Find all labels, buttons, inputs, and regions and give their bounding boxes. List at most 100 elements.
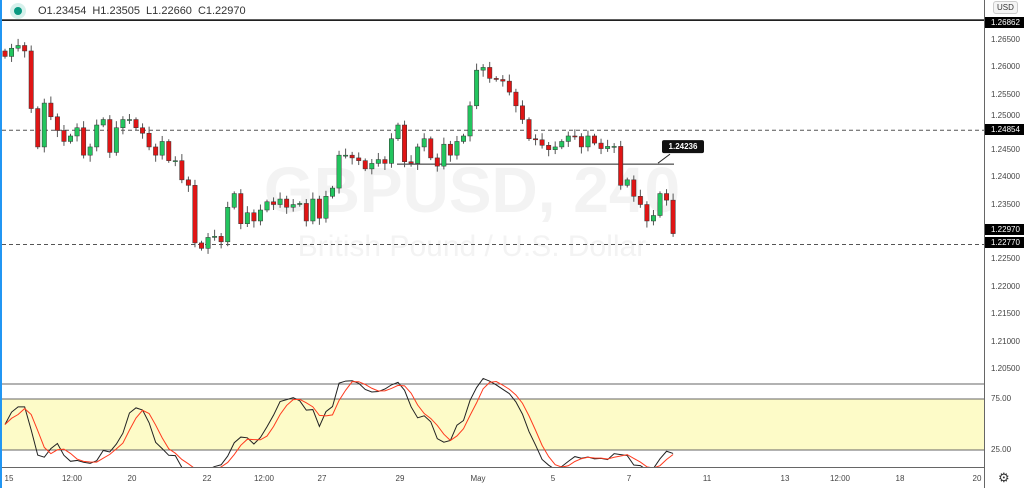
- candle: [68, 133, 73, 144]
- price-label: 1.21000: [991, 336, 1020, 346]
- currency-label[interactable]: USD: [993, 1, 1018, 14]
- candle: [271, 197, 277, 211]
- candle-body: [2, 50, 8, 57]
- candle: [61, 125, 67, 146]
- candle-body: [28, 50, 34, 109]
- candle: [185, 176, 191, 192]
- candle: [81, 121, 87, 159]
- candle: [127, 114, 132, 124]
- candle-body: [41, 102, 47, 148]
- candle-body: [624, 179, 630, 186]
- candle: [657, 191, 663, 218]
- candle: [611, 143, 617, 153]
- candle-body: [618, 146, 624, 186]
- candle-body: [408, 161, 414, 164]
- settings-gear-icon[interactable]: ⚙: [998, 470, 1010, 485]
- candle-body: [552, 146, 558, 150]
- candle-body: [356, 157, 362, 161]
- candle: [41, 98, 47, 153]
- watermark-description: British Pound / U.S. Dollar: [298, 230, 646, 263]
- candle-body: [362, 160, 368, 170]
- time-label: 7: [626, 474, 632, 483]
- candle-body: [441, 143, 447, 167]
- candle: [637, 189, 643, 208]
- time-label: 27: [317, 474, 327, 483]
- candle: [153, 143, 159, 162]
- callout-box: [662, 140, 704, 154]
- stoch-k-line: [4, 377, 674, 468]
- candle: [74, 123, 80, 142]
- candle: [290, 199, 296, 212]
- candle-body: [565, 135, 571, 142]
- price-axis[interactable]: USD 1.26500 1.26000 1.25500 1.25000 1.24500 1…: [984, 0, 1024, 488]
- candle: [618, 140, 624, 190]
- candle-body: [664, 193, 669, 201]
- price-label: 1.26000: [991, 62, 1020, 72]
- candle-body: [74, 127, 80, 137]
- candle-body: [513, 91, 519, 107]
- candle: [238, 189, 244, 230]
- time-label: 13: [780, 474, 790, 483]
- candle-body: [166, 141, 172, 161]
- candle: [487, 61, 493, 83]
- candle: [100, 117, 106, 128]
- candle: [572, 129, 578, 140]
- candle-body: [611, 146, 617, 148]
- candle-body: [277, 198, 283, 205]
- candle: [454, 135, 460, 160]
- candle-body: [159, 141, 165, 156]
- candle: [48, 96, 54, 121]
- candle-body: [100, 119, 106, 126]
- candle: [533, 134, 538, 146]
- candle-body: [140, 127, 146, 134]
- candle-body: [585, 135, 591, 148]
- candle-body: [81, 127, 87, 156]
- price-label: 1.22000: [991, 281, 1020, 291]
- candle-body: [61, 130, 67, 142]
- candle-body: [199, 242, 204, 249]
- candle: [297, 201, 303, 207]
- candle: [356, 152, 362, 166]
- price-label: 1.24000: [991, 172, 1020, 182]
- candle: [284, 195, 290, 214]
- time-label: May: [470, 474, 486, 483]
- candle-body: [258, 209, 263, 222]
- candle: [467, 101, 473, 142]
- candle-body: [395, 124, 401, 139]
- candle-body: [605, 146, 611, 149]
- candle-body: [225, 207, 231, 243]
- candle-body: [343, 154, 349, 157]
- candle: [664, 189, 669, 206]
- candle: [480, 64, 486, 77]
- candle-body: [644, 204, 650, 222]
- time-label: 5: [550, 474, 556, 483]
- candle-body: [493, 78, 499, 80]
- price-tag: 1.24854: [985, 124, 1024, 135]
- candle-body: [369, 163, 375, 170]
- candle: [362, 158, 368, 172]
- candle-body: [284, 198, 290, 208]
- candle: [349, 151, 355, 165]
- candle-body: [526, 119, 532, 139]
- candle: [441, 137, 447, 170]
- candle-body: [120, 119, 126, 128]
- candle: [670, 193, 676, 237]
- stoch-level-label: 75.00: [991, 394, 1012, 403]
- candle: [565, 131, 571, 147]
- candle-body: [303, 203, 309, 222]
- candle: [113, 121, 119, 156]
- price-label: 1.26500: [991, 35, 1020, 44]
- candle: [382, 156, 388, 170]
- ohlc-legend: O1.23454 H1.23505 L1.22660 C1.22970: [14, 5, 246, 17]
- candle-body: [107, 119, 113, 153]
- candle-body: [87, 146, 93, 156]
- candle: [585, 130, 591, 152]
- candle-body: [172, 160, 178, 162]
- candle: [192, 179, 198, 248]
- candle-body: [94, 124, 100, 148]
- candle-body: [127, 119, 132, 121]
- candle-body: [185, 179, 191, 186]
- candle: [22, 42, 28, 58]
- candle: [179, 154, 185, 184]
